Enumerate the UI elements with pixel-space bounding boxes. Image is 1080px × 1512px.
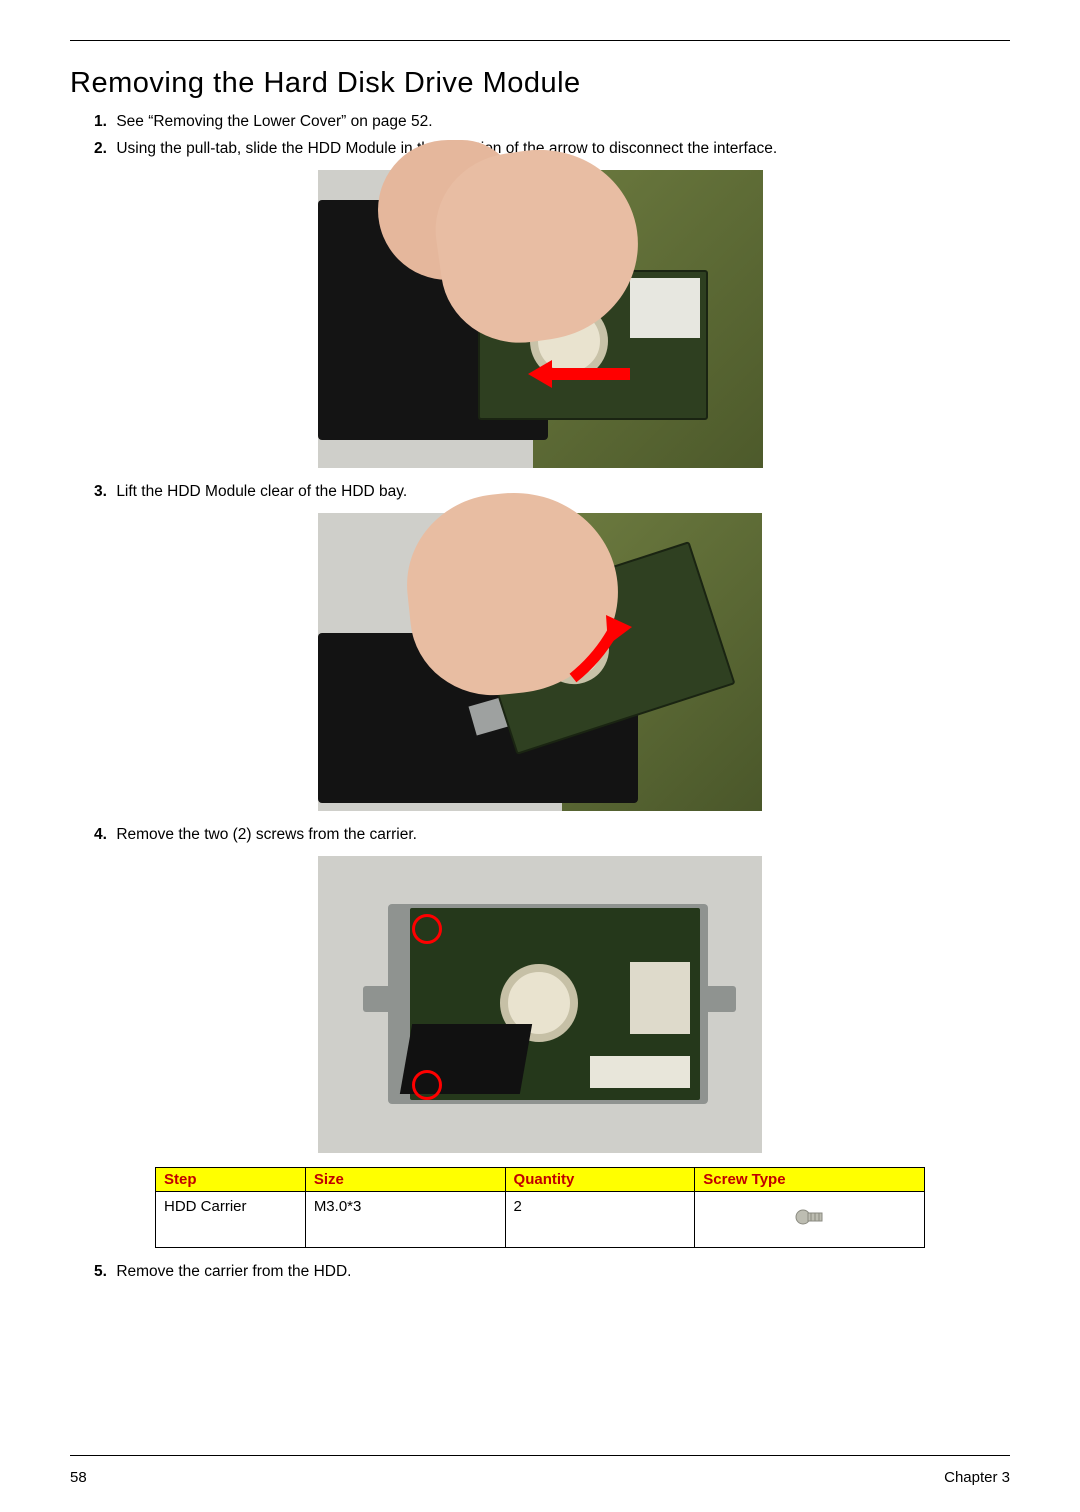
step-number: 3. (94, 482, 112, 503)
page-title: Removing the Hard Disk Drive Module (70, 67, 1010, 100)
screw-icon (793, 1206, 827, 1228)
step-4: 4. Remove the two (2) screws from the ca… (94, 825, 1010, 846)
page-number: 58 (70, 1469, 87, 1486)
figure-2 (70, 513, 1010, 811)
cell-step: HDD Carrier (156, 1191, 306, 1247)
page-footer: 58 Chapter 3 (70, 1469, 1010, 1486)
chapter-label: Chapter 3 (944, 1469, 1010, 1486)
arrow-curve-up-icon (558, 603, 648, 693)
step-number: 2. (94, 139, 112, 160)
figure-1 (70, 170, 1010, 468)
col-quantity: Quantity (505, 1167, 695, 1191)
step-number: 5. (94, 1262, 112, 1283)
step-text: Remove the two (2) screws from the carri… (116, 826, 417, 843)
table-header-row: Step Size Quantity Screw Type (156, 1167, 925, 1191)
step-text: See “Removing the Lower Cover” on page 5… (116, 113, 432, 130)
steps-list: 5. Remove the carrier from the HDD. (70, 1262, 1010, 1283)
col-size: Size (305, 1167, 505, 1191)
step-1: 1. See “Removing the Lower Cover” on pag… (94, 112, 1010, 133)
step-number: 4. (94, 825, 112, 846)
step-number: 1. (94, 112, 112, 133)
step-text: Remove the carrier from the HDD. (116, 1263, 351, 1280)
step-5: 5. Remove the carrier from the HDD. (94, 1262, 1010, 1283)
step-text: Lift the HDD Module clear of the HDD bay… (116, 483, 407, 500)
screw-table: Step Size Quantity Screw Type HDD Carrie… (155, 1167, 925, 1248)
screw-highlight-icon (412, 1070, 442, 1100)
table-row: HDD Carrier M3.0*3 2 (156, 1191, 925, 1247)
col-step: Step (156, 1167, 306, 1191)
top-rule (70, 40, 1010, 41)
bottom-rule (70, 1455, 1010, 1456)
screw-highlight-icon (412, 914, 442, 944)
cell-size: M3.0*3 (305, 1191, 505, 1247)
cell-quantity: 2 (505, 1191, 695, 1247)
cell-screw-type (695, 1191, 925, 1247)
photo-hdd-carrier-screws (318, 856, 762, 1153)
figure-3 (70, 856, 1010, 1153)
photo-hdd-slide (318, 170, 763, 468)
photo-hdd-lift (318, 513, 762, 811)
arrow-left-icon (528, 360, 638, 388)
page: Removing the Hard Disk Drive Module 1. S… (0, 0, 1080, 1512)
steps-list: 4. Remove the two (2) screws from the ca… (70, 825, 1010, 846)
col-screw-type: Screw Type (695, 1167, 925, 1191)
